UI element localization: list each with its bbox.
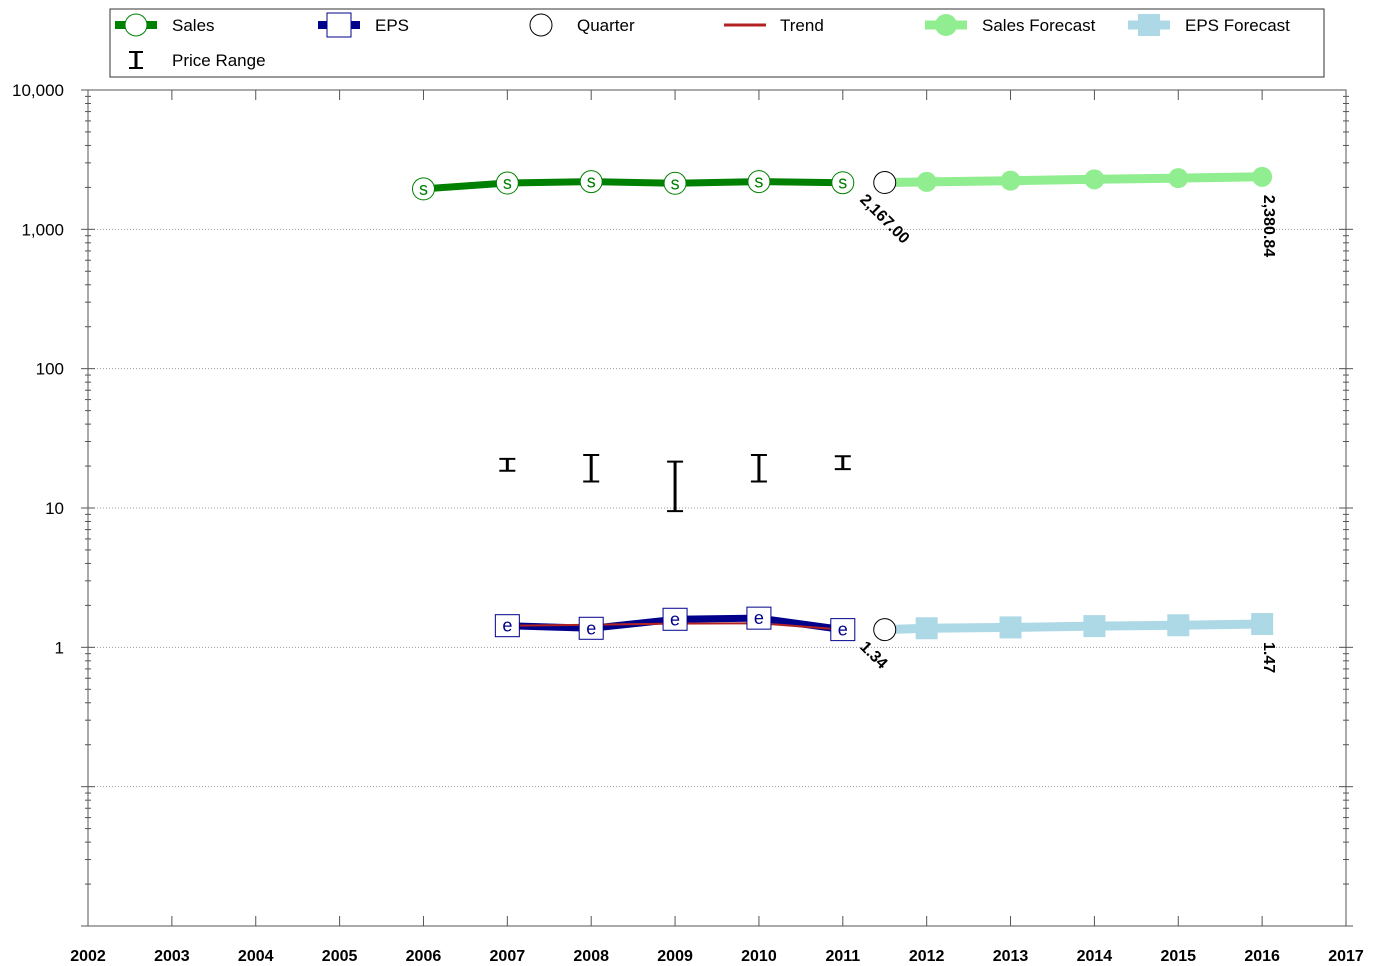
eps-point-label: e (838, 620, 848, 640)
legend-symbol-eps-forecast-marker (1138, 14, 1160, 36)
plot-area: 10,000 1,000 100 10 1 2002 2003 2004 2005 2006 200… (12, 81, 1364, 965)
eps-forecast-point (1083, 615, 1106, 638)
legend-label: EPS Forecast (1185, 16, 1290, 35)
eps-point-label: e (670, 609, 680, 629)
legend-symbol-quarter (529, 13, 553, 37)
eps-point-label: e (586, 618, 596, 638)
sales-forecast-point (1000, 170, 1021, 191)
sales-forecast-line (880, 172, 1267, 187)
quarter-point (873, 618, 897, 642)
sales-line (420, 178, 847, 193)
y-tick-label: 100 (36, 360, 64, 379)
value-annotation: 1.34 (856, 638, 890, 672)
x-tick-label: 2007 (490, 948, 526, 965)
x-tick-label: 2017 (1328, 948, 1364, 965)
eps-point (578, 616, 604, 640)
x-tick-label: 2010 (741, 948, 777, 965)
sales-point (747, 170, 771, 194)
x-tick-label: 2011 (825, 948, 860, 965)
legend-label: Sales Forecast (982, 16, 1096, 35)
eps-forecast-point (915, 617, 938, 640)
x-tick-label: 2016 (1244, 948, 1280, 965)
legend-label: Quarter (577, 16, 635, 35)
legend-box (109, 8, 1325, 78)
x-tick-label: 2015 (1160, 948, 1196, 965)
eps-forecast-point (1167, 614, 1190, 637)
sales-point-label: s (838, 173, 847, 193)
y-tick-label: 1 (55, 638, 64, 657)
eps-forecast-point (999, 616, 1022, 639)
sales-point (495, 171, 519, 195)
legend-label: Sales (172, 16, 215, 35)
x-tick-label: 2013 (993, 948, 1029, 965)
sales-forecast-point (1168, 168, 1189, 189)
sales-forecast-point (1252, 166, 1273, 187)
x-tick-label: 2009 (657, 948, 693, 965)
sales-point-label: s (503, 173, 512, 193)
plot-frame (87, 89, 1347, 927)
y-tick-label: 1,000 (21, 220, 64, 239)
sales-point-label: s (754, 172, 763, 192)
quarter-point (873, 171, 897, 195)
legend: Sales EPS Quarter Trend Sales Forecast EPS Fo… (109, 8, 1325, 78)
legend-label: EPS (375, 16, 409, 35)
eps-forecast-line (880, 619, 1267, 635)
x-tick-label: 2002 (70, 948, 106, 965)
sales-point-label: s (419, 179, 428, 199)
x-tick-label: 2006 (406, 948, 442, 965)
x-tick-label: 2012 (909, 948, 945, 965)
legend-symbol-eps-marker (326, 12, 352, 38)
x-tick-label: 2005 (322, 948, 358, 965)
y-tick-label: 10,000 (12, 81, 64, 100)
x-tick-label: 2003 (154, 948, 190, 965)
eps-point-label: e (502, 616, 512, 636)
legend-label: Price Range (172, 51, 266, 70)
sales-forecast-point (1084, 169, 1105, 190)
eps-point-label: e (754, 608, 764, 628)
y-tick-label: 10 (45, 499, 64, 518)
legend-symbol-sales-forecast-marker (935, 14, 957, 36)
x-tick-label: 2004 (238, 948, 274, 965)
value-annotation: 2,167.00 (856, 191, 912, 247)
legend-label: Trend (780, 16, 824, 35)
x-tick-label: 2008 (573, 948, 609, 965)
eps-point (494, 614, 520, 638)
sales-forecast-point (916, 171, 937, 192)
sales-point (579, 170, 603, 194)
value-annotation: 1.47 (1260, 642, 1277, 673)
eps-point (830, 618, 856, 642)
eps-point (662, 607, 688, 631)
legend-symbol-sales-marker (124, 13, 148, 37)
sales-point (411, 177, 435, 201)
eps-forecast-point (1251, 613, 1274, 636)
eps-point (746, 606, 772, 630)
value-annotation: 2,380.84 (1260, 195, 1277, 257)
sales-point (831, 171, 855, 195)
sales-point-label: s (671, 173, 680, 193)
x-tick-label: 2014 (1077, 948, 1113, 965)
sales-point (663, 171, 687, 195)
sales-point-label: s (587, 172, 596, 192)
